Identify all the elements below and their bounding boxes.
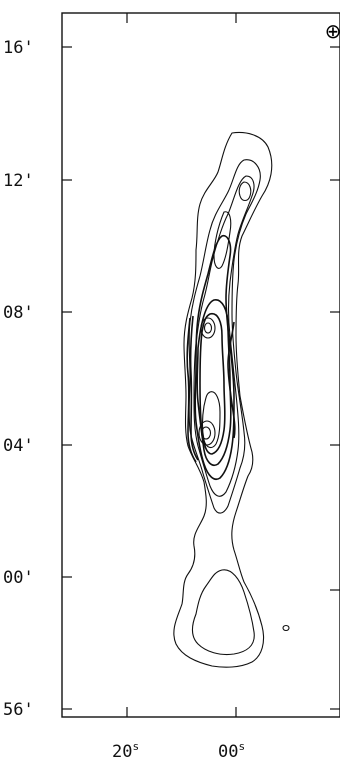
contour-lobe-inner (191, 569, 255, 656)
x-axis: 20s 00s (112, 13, 245, 762)
contour-jet-3 (193, 175, 255, 497)
contour-left-edge-2 (189, 315, 199, 461)
contour-knot-inner (203, 322, 213, 334)
y-tick-label: 08' (3, 303, 34, 323)
contour-jet-4 (194, 234, 235, 480)
contour-set (173, 131, 290, 668)
y-axis: 16' 12' 08' 04' 00' 56' (3, 38, 340, 720)
contour-knot-outer (200, 317, 216, 339)
plot-frame (61, 12, 340, 718)
beam-symbol-icon: ⊕ (325, 19, 340, 43)
y-tick-label: 12' (3, 171, 34, 191)
contour-left-edge (186, 317, 197, 463)
contour-upper-knot (238, 181, 252, 202)
contour-jet-6 (199, 312, 226, 455)
x-tick-label: 00s (218, 740, 245, 762)
contour-peak-outer (198, 420, 216, 446)
y-tick-label: 56' (3, 700, 34, 720)
y-tick-label: 00' (3, 568, 34, 588)
contour-small-ring (282, 624, 290, 632)
contour-jet-5 (196, 299, 232, 466)
contour-right-edge (227, 321, 236, 439)
contour-peak-inner (200, 426, 212, 440)
contour-upper-finger (213, 211, 232, 269)
x-tick-label: 20s (112, 740, 139, 762)
y-tick-label: 16' (3, 38, 34, 58)
contour-jet-2 (188, 159, 261, 514)
contour-jet-7 (201, 391, 221, 449)
contour-outer (173, 131, 273, 668)
y-tick-label: 04' (3, 436, 34, 456)
